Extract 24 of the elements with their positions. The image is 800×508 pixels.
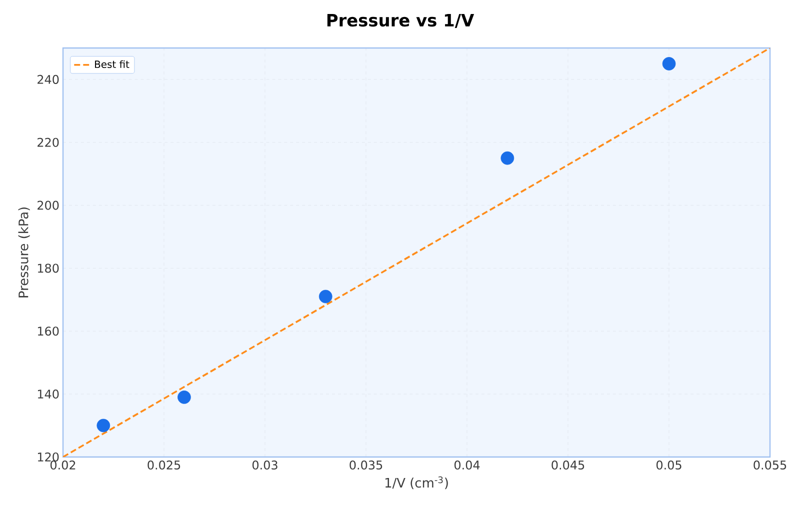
- x-tick-label: 0.025: [148, 460, 180, 470]
- x-tick-label: 0.055: [754, 460, 786, 470]
- x-tick-label: 0.03: [252, 460, 278, 470]
- point: [662, 57, 676, 70]
- x-tick-label: 0.02: [50, 460, 76, 470]
- x-tick-label: 0.04: [454, 460, 480, 470]
- chart-title: Pressure vs 1/V: [327, 14, 474, 28]
- point: [318, 290, 332, 304]
- legend-label: Best fit: [95, 60, 130, 68]
- x-tick-label: 0.035: [350, 460, 382, 470]
- y-tick-label: 120: [38, 452, 59, 462]
- y-tick-label: 220: [38, 138, 59, 147]
- y-tick-label: 200: [38, 200, 59, 210]
- x-tick-label: 0.045: [552, 460, 584, 470]
- y-tick-label: 180: [38, 264, 59, 273]
- point: [500, 151, 514, 165]
- y-tick-label: 240: [38, 74, 59, 84]
- x-axis-title: 1/V (cm$^{-3}$): [385, 476, 448, 490]
- point: [178, 390, 191, 404]
- y-tick-label: 160: [38, 326, 59, 336]
- y-axis-title: Pressure (kPa): [18, 208, 30, 298]
- x-tick-label: 0.05: [656, 460, 682, 470]
- y-tick-label: 140: [38, 390, 59, 399]
- point: [96, 418, 110, 432]
